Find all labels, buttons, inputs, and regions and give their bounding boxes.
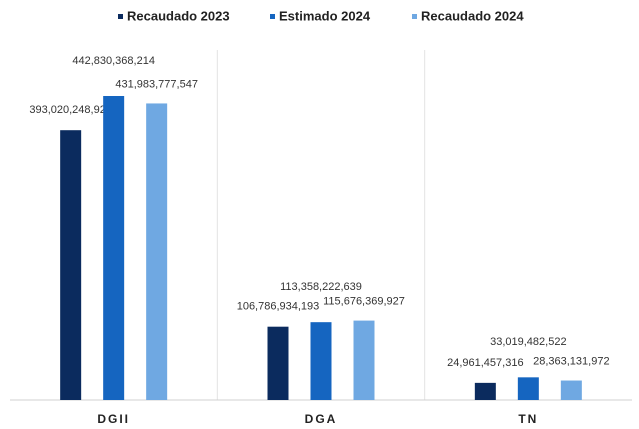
bar <box>267 326 289 400</box>
data-label: 33,019,482,522 <box>490 336 566 348</box>
data-label: 106,786,934,193 <box>237 301 320 313</box>
legend-swatch <box>118 14 123 19</box>
bar <box>310 322 332 400</box>
x-tick-label: DGA <box>305 412 338 426</box>
x-tick-label: DGII <box>97 412 130 426</box>
x-tick-label: TN <box>518 412 538 426</box>
legend-swatch <box>412 14 417 19</box>
bar <box>146 103 168 401</box>
bar <box>560 380 582 400</box>
legend-label: Recaudado 2024 <box>421 8 524 23</box>
bar <box>517 377 539 400</box>
bar <box>103 96 125 400</box>
legend-label: Recaudado 2023 <box>127 8 230 23</box>
legend-swatch <box>270 14 275 19</box>
data-label: 393,020,248,920 <box>29 104 112 116</box>
legend-label: Estimado 2024 <box>279 8 371 23</box>
data-label: 113,358,222,639 <box>280 281 362 293</box>
data-label: 442,830,368,214 <box>72 55 155 67</box>
data-label: 115,676,369,927 <box>323 295 405 307</box>
bar <box>353 320 375 400</box>
bar <box>60 130 82 400</box>
data-label: 28,363,131,972 <box>533 355 609 367</box>
bar <box>474 382 496 400</box>
data-label: 24,961,457,316 <box>447 357 523 369</box>
data-label: 431,983,777,547 <box>115 78 198 90</box>
